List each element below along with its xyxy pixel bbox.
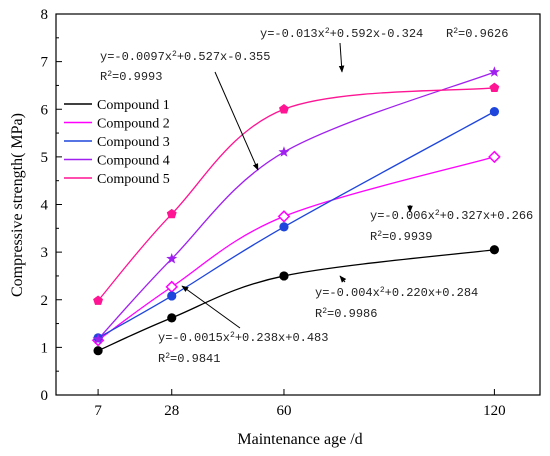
- superscript: 2: [322, 307, 327, 316]
- equation-annotations: y=-0.013x2+0.592x-0.324 R2=0.9626y=-0.009…: [100, 27, 533, 367]
- fit-curve: [97, 249, 495, 352]
- data-point: [166, 208, 177, 219]
- equation-part: y=-0.013x: [260, 27, 325, 41]
- equation-part: =0.9986: [327, 307, 377, 321]
- x-tick-label: 120: [483, 403, 506, 419]
- equation-part: +0.238x+0.483: [235, 331, 329, 345]
- annotation-arrow: [214, 71, 259, 171]
- equation-part: y=-0.0015x: [158, 331, 230, 345]
- superscript: 2: [165, 352, 170, 361]
- legend-label: Compound 2: [97, 117, 170, 132]
- legend-label: Compound 5: [97, 172, 170, 187]
- equation-part: R: [100, 70, 107, 84]
- equation-part: R: [315, 307, 322, 321]
- equation-part: y=-0.0097x: [100, 50, 172, 64]
- data-point: [489, 245, 500, 255]
- y-tick-label: 4: [41, 198, 49, 214]
- equation-part: y=-0.004x: [315, 286, 380, 300]
- r-squared-text: R2=0.9993: [100, 70, 162, 85]
- data-point: [166, 252, 178, 264]
- fit-curve: [97, 111, 495, 339]
- data-point: [93, 295, 104, 305]
- legend-label: Compound 1: [97, 98, 170, 113]
- equation-text: y=-0.0015x2+0.238x+0.483: [158, 331, 328, 346]
- equation-text: y=-0.0097x2+0.527x-0.355: [100, 50, 270, 65]
- x-tick-label: 28: [164, 403, 179, 419]
- y-tick-label: 2: [41, 293, 49, 309]
- annotation-arrow: [338, 42, 345, 73]
- data-point: [93, 346, 103, 356]
- fit-curve: [97, 71, 495, 340]
- superscript: 2: [325, 27, 330, 36]
- y-axis-title: Compressive strength( MPa): [9, 113, 26, 297]
- y-tick-label: 5: [41, 150, 49, 166]
- superscript: 2: [107, 70, 112, 79]
- equation-part: R: [158, 352, 165, 366]
- x-tick-label: 60: [276, 403, 291, 419]
- data-point: [277, 210, 291, 223]
- legend-label: Compound 3: [97, 135, 170, 150]
- data-point: [279, 222, 289, 232]
- data-point: [279, 104, 289, 114]
- data-point: [489, 82, 500, 93]
- superscript: 2: [380, 286, 385, 295]
- y-tick-label: 7: [41, 55, 49, 71]
- equation-text: y=-0.013x2+0.592x-0.324: [260, 27, 423, 42]
- y-tick-label: 8: [41, 7, 49, 23]
- data-point: [489, 107, 500, 117]
- annotation-arrow: [339, 275, 347, 283]
- data-point: [165, 280, 179, 294]
- r-squared-text: R2=0.9939: [370, 230, 432, 245]
- data-point: [278, 146, 290, 157]
- superscript: 2: [172, 50, 177, 59]
- data-point: [167, 291, 177, 301]
- legend-label: Compound 4: [97, 154, 170, 169]
- equation-part: =0.9841: [170, 352, 220, 366]
- x-tick-label: 7: [94, 403, 102, 419]
- equation-part: +0.527x-0.355: [177, 50, 271, 64]
- equation-part: R: [446, 27, 453, 41]
- equation-part: +0.592x-0.324: [330, 27, 424, 41]
- data-point: [488, 150, 501, 164]
- equation-part: y=-0.006x: [370, 209, 435, 223]
- fit-curves: [97, 71, 495, 352]
- data-point: [167, 313, 177, 323]
- legend: Compound 1 Compound 2 Compound 3 Compound 4…: [64, 98, 170, 187]
- data-markers: [91, 66, 501, 356]
- x-axis-title: Maintenance age /d: [237, 431, 362, 448]
- superscript: 2: [377, 230, 382, 239]
- data-point: [92, 333, 104, 344]
- equation-part: +0.220x+0.284: [385, 286, 479, 300]
- r-squared-text: R2=0.9986: [315, 307, 377, 322]
- y-tick-label: 6: [41, 102, 49, 118]
- r-squared-text: R2=0.9626: [446, 27, 508, 42]
- data-point: [279, 271, 289, 281]
- equation-part: R: [370, 230, 377, 244]
- equation-text: y=-0.004x2+0.220x+0.284: [315, 286, 478, 301]
- fit-curve: [97, 156, 495, 341]
- annotation-arrow: [181, 285, 241, 329]
- superscript: 2: [435, 209, 440, 218]
- axes-layer: 0 1 2 3 4 5 6 7 8 7 28 60 120: [41, 7, 541, 419]
- r-squared-text: R2=0.9841: [158, 352, 220, 367]
- equation-text: y=-0.006x2+0.327x+0.266: [370, 209, 533, 224]
- y-tick-label: 3: [41, 245, 49, 261]
- equation-part: =0.9626: [458, 27, 508, 41]
- y-tick-label: 1: [41, 340, 49, 356]
- data-point: [488, 66, 500, 77]
- equation-part: =0.9939: [382, 230, 432, 244]
- equation-part: =0.9993: [112, 70, 162, 84]
- superscript: 2: [230, 331, 235, 340]
- fit-curve: [97, 87, 495, 302]
- y-tick-label: 0: [41, 388, 49, 404]
- equation-part: +0.327x+0.266: [440, 209, 534, 223]
- superscript: 2: [453, 27, 458, 36]
